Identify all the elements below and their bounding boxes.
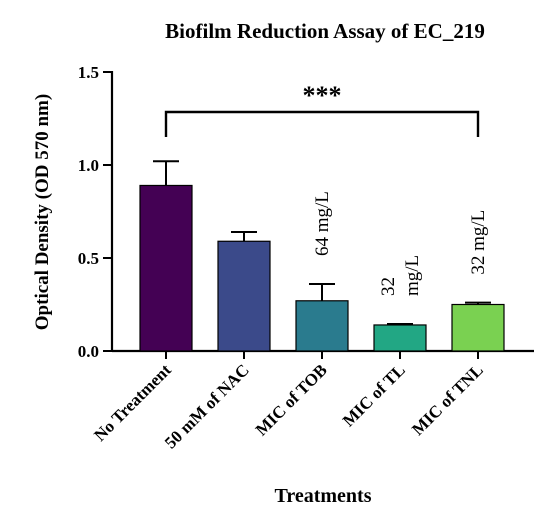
x-tick-label: MIC of TOB bbox=[252, 360, 331, 439]
x-axis-label: Treatments bbox=[274, 485, 371, 507]
y-tick-label: 1.5 bbox=[78, 63, 99, 82]
significance-bracket bbox=[164, 110, 480, 137]
x-tick-label: MIC of TL bbox=[339, 360, 409, 430]
bar bbox=[139, 184, 193, 352]
bar bbox=[451, 303, 505, 352]
y-tick-label: 0.0 bbox=[78, 342, 99, 361]
chart-title: Biofilm Reduction Assay of EC_219 bbox=[165, 19, 485, 43]
y-tick-label: 0.5 bbox=[78, 249, 99, 268]
x-tick-label: No Treatment bbox=[90, 360, 175, 445]
bar-value-label: 64 mg/L bbox=[312, 191, 333, 256]
significance-label: *** bbox=[303, 81, 342, 110]
bar bbox=[373, 324, 427, 352]
bar-value-label: 32 bbox=[378, 277, 399, 296]
x-tick-label: 50 mM of NAC bbox=[161, 360, 253, 452]
bar-value-label: 32 mg/L bbox=[468, 210, 489, 275]
bar bbox=[295, 300, 349, 352]
y-tick-label: 1.0 bbox=[78, 156, 99, 175]
bar bbox=[217, 240, 271, 352]
y-axis-label: Optical Density (OD 570 nm) bbox=[32, 94, 53, 330]
x-tick-label: MIC of TNL bbox=[408, 360, 487, 439]
bar-value-label: mg/L bbox=[402, 255, 423, 296]
